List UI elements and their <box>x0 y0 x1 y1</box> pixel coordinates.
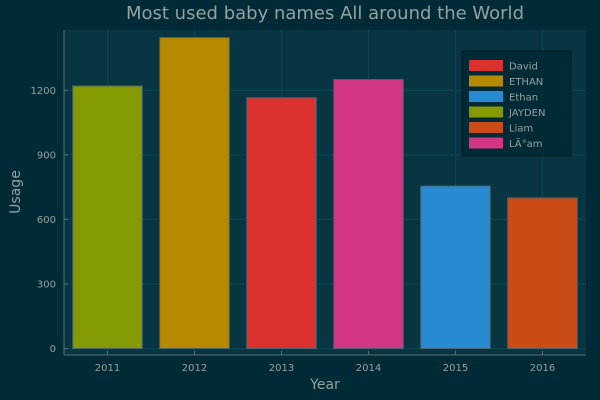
legend-label: ETHAN <box>509 77 543 88</box>
legend-label: JAYDEN <box>508 108 545 119</box>
x-tick-label: 2012 <box>182 363 207 374</box>
bar-jayden-2011 <box>72 85 143 350</box>
bar-david-2013 <box>246 97 317 350</box>
bar-liam-2016 <box>507 197 578 350</box>
legend-swatch <box>469 106 503 118</box>
legend-swatch <box>469 91 503 102</box>
legend-label: David <box>509 62 538 73</box>
y-axis-label: Usage <box>8 170 24 214</box>
chart-title: Most used baby names All around the Worl… <box>126 3 524 24</box>
bars <box>72 37 578 350</box>
legend-swatch <box>469 60 503 71</box>
y-tick-label: 600 <box>37 215 56 226</box>
axes <box>63 30 586 356</box>
y-tick-label: 1200 <box>31 86 56 97</box>
bar-ethan-2012 <box>159 37 230 350</box>
legend-swatch <box>469 75 503 87</box>
x-tick-label: 2014 <box>356 363 381 374</box>
x-tick-label: 2016 <box>530 363 555 374</box>
legend-label: Liam <box>509 124 533 135</box>
x-tick-label: 2013 <box>269 363 294 374</box>
ticks: 0 300 600 900 1200 2011 2012 2013 2014 2015 2016 <box>31 86 556 374</box>
y-tick-label: 900 <box>37 150 56 161</box>
legend-swatch <box>469 122 503 133</box>
y-tick-label: 300 <box>37 279 56 290</box>
legend-swatch <box>469 137 503 149</box>
x-tick-label: 2011 <box>95 363 120 374</box>
x-axis-label: Year <box>309 377 340 393</box>
bar-ethan-2015 <box>420 185 491 350</box>
legend-label: LÃ°am <box>509 137 543 150</box>
legend-label: Ethan <box>509 93 538 104</box>
bar-l-am-2014 <box>333 79 404 350</box>
x-tick-label: 2015 <box>443 363 468 374</box>
y-tick-label: 0 <box>50 344 56 355</box>
legend: David ETHAN Ethan JAYDEN Liam LÃ°am <box>461 50 572 157</box>
